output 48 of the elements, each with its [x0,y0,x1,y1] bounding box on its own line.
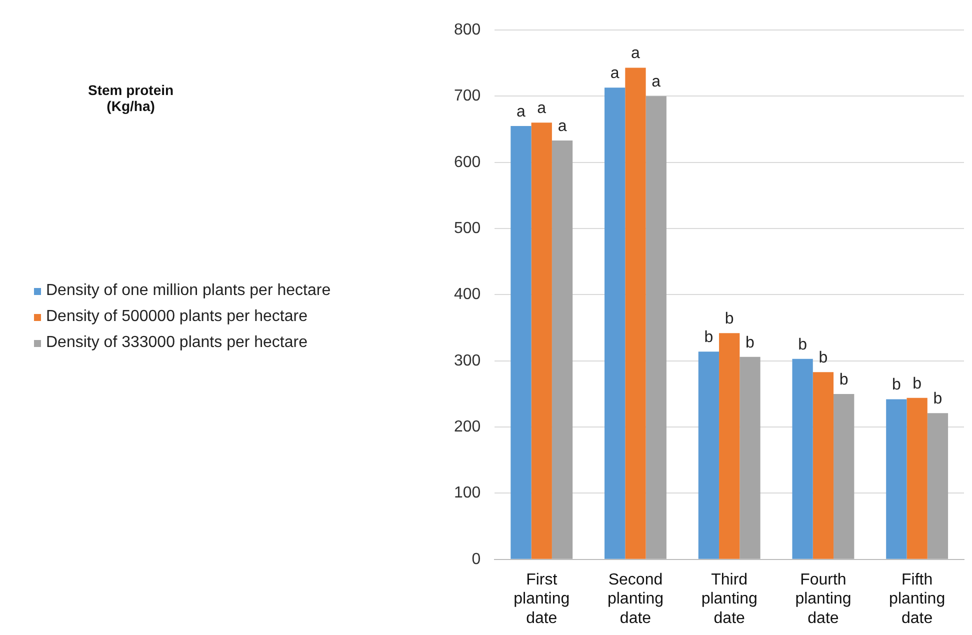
legend-label: Density of 333000 plants per hectare [46,334,308,352]
bar [604,88,626,559]
bar [625,68,646,559]
bar [552,140,573,559]
bar [927,413,948,559]
text: Stem protein (Kg/ha) [88,82,174,114]
data-label: b [892,376,901,394]
data-label: b [912,375,922,392]
legend-label: Density of one million plants per hectare [46,282,331,300]
x-tick-label: Fourth planting date [795,571,852,627]
x-tick-label: Fifth planting date [889,571,946,627]
bar [906,398,928,559]
data-label: b [746,334,755,352]
data-label: a [631,45,640,62]
data-label: b [933,390,942,408]
data-label: a [537,100,546,118]
y-tick-label: 700 [454,88,481,105]
data-label: a [558,118,567,135]
data-label: b [798,336,808,354]
x-tick-label: Second planting date [607,571,664,627]
bar [646,96,666,559]
y-tick-label: 800 [454,21,481,38]
y-tick-label: 600 [454,154,481,171]
bar [792,358,813,559]
y-tick-label: 200 [454,418,481,436]
data-label: a [610,64,620,82]
bar [510,126,532,559]
x-tick-label: First planting date [514,571,570,627]
bar [812,372,834,559]
x-tick-label: Third planting date [701,571,758,627]
bar [531,122,552,559]
bar [719,333,740,559]
data-label: b [724,310,734,328]
bar [698,352,720,559]
y-tick-label: 0 [472,550,481,568]
legend-label: Density of 500000 plants per hectare [46,308,308,326]
y-tick-label: 100 [454,484,481,502]
y-tick-label: 300 [454,352,481,370]
bar [740,356,760,559]
y-tick-label: 500 [454,220,481,237]
data-label: a [516,103,526,120]
y-tick-label: 400 [454,286,481,304]
data-label: b [704,329,714,346]
bar [886,399,907,559]
bar [834,394,854,559]
data-label: b [839,371,848,388]
data-label: b [818,350,828,367]
data-label: a [652,74,661,91]
